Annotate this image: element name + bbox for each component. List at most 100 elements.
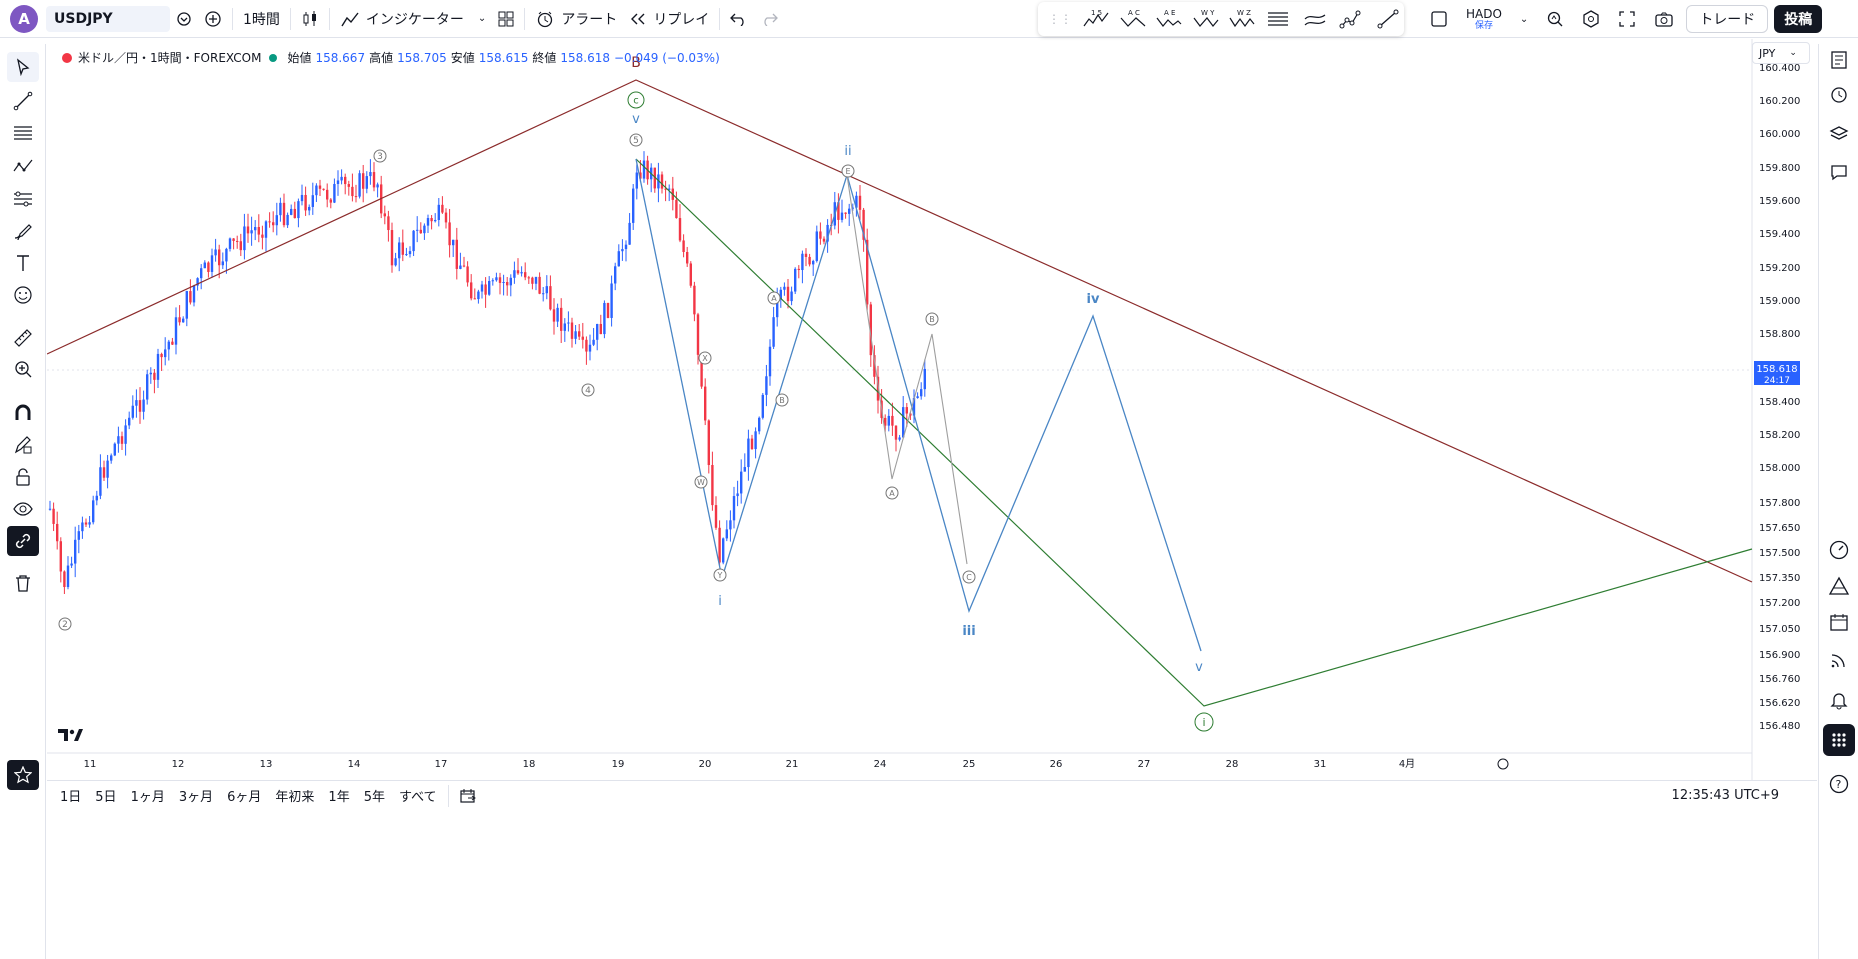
notifications-bell-icon[interactable]: [1823, 684, 1855, 716]
candle-body: [275, 215, 278, 226]
chevron-down-icon[interactable]: ⌄: [1519, 13, 1529, 25]
wave-label-2: 2: [62, 620, 68, 630]
alerts-clock-icon[interactable]: [1823, 78, 1855, 110]
price-axis-ticks: 160.400 160.200 160.000 159.800 159.600 159.4…: [1759, 63, 1800, 732]
emoji-icon[interactable]: [7, 280, 39, 310]
indicators-button[interactable]: インジケーター ⌄: [334, 4, 492, 34]
candle-body: [236, 240, 239, 242]
range-button[interactable]: 年初来: [275, 790, 315, 805]
range-button[interactable]: 5年: [363, 790, 385, 805]
series-legend: 米ドル／円・1時間・FOREXCOM 始値 158.667 高値 158.705 安…: [62, 49, 720, 66]
range-button[interactable]: 1日: [60, 790, 82, 805]
interval-button[interactable]: 1時間: [243, 11, 280, 28]
wave-label-B2-circle: [925, 312, 939, 326]
help-icon[interactable]: ?: [1823, 768, 1855, 800]
range-button[interactable]: 6ヶ月: [227, 790, 262, 805]
calendar-icon[interactable]: [1823, 606, 1855, 638]
link-icon[interactable]: [7, 526, 39, 556]
fullscreen-icon[interactable]: [1612, 4, 1642, 34]
zoom-in-icon[interactable]: [7, 354, 39, 384]
range-button[interactable]: 1年: [328, 790, 350, 805]
last-price-text: 158.618: [1756, 364, 1797, 375]
range-button[interactable]: 1ヶ月: [130, 790, 165, 805]
candle-body: [819, 231, 822, 239]
settings-gear-icon[interactable]: [1576, 4, 1606, 34]
candle-body: [196, 278, 199, 286]
watchlist-icon[interactable]: [1823, 44, 1855, 76]
elliott-double-combo-icon[interactable]: W Y: [1189, 5, 1221, 33]
magnet-icon[interactable]: [7, 398, 39, 428]
broadcast-icon[interactable]: [1823, 644, 1855, 676]
replay-button[interactable]: リプレイ: [623, 4, 715, 34]
brush-icon[interactable]: [7, 216, 39, 246]
trade-button[interactable]: トレード: [1686, 5, 1769, 33]
candle-body: [923, 368, 926, 390]
trash-icon[interactable]: [7, 568, 39, 598]
clock-timezone[interactable]: 12:35:43 UTC+9: [1671, 788, 1779, 803]
trend-line-icon[interactable]: [1372, 5, 1404, 33]
quick-search-icon[interactable]: [1540, 4, 1570, 34]
candle-body: [740, 471, 743, 494]
elliott-triple-combo-icon[interactable]: W Z: [1226, 5, 1258, 33]
range-button[interactable]: すべて: [398, 790, 437, 805]
drag-handle-icon[interactable]: ⋮⋮: [1048, 12, 1072, 26]
triangle-icon[interactable]: [1823, 570, 1855, 602]
svg-text:W Z: W Z: [1237, 9, 1251, 17]
candles-icon[interactable]: [295, 4, 325, 34]
axis-settings-icon[interactable]: [1497, 758, 1509, 770]
candle-body: [250, 230, 253, 234]
eye-icon[interactable]: [7, 494, 39, 524]
range-button[interactable]: 3ヶ月: [178, 790, 214, 805]
go-to-date-icon[interactable]: [453, 781, 483, 811]
cursor-icon[interactable]: [7, 52, 39, 82]
lock-drawing-icon[interactable]: [7, 430, 39, 460]
elliott-correction-icon[interactable]: A C: [1116, 5, 1148, 33]
layers-icon[interactable]: [1823, 118, 1855, 150]
fib-retracement-icon[interactable]: [7, 118, 39, 148]
camera-icon[interactable]: [1648, 4, 1680, 34]
templates-icon[interactable]: [492, 4, 520, 34]
text-tool-icon[interactable]: [7, 248, 39, 278]
countdown-text: 24:17: [1764, 376, 1790, 386]
elliott-impulse-icon[interactable]: 1 5: [1080, 5, 1112, 33]
path-icon[interactable]: [1335, 5, 1367, 33]
candle-body: [531, 277, 534, 284]
currency-selector[interactable]: JPY ⌄: [1752, 42, 1810, 64]
candle-body: [574, 331, 577, 339]
add-symbol-icon[interactable]: [198, 4, 228, 34]
layout-name[interactable]: HADO 保存: [1460, 8, 1508, 31]
candle-body: [110, 455, 113, 461]
symbol-search[interactable]: USDJPY: [46, 5, 170, 32]
apps-grid-icon[interactable]: [1823, 724, 1855, 756]
layout-title: HADO: [1466, 6, 1502, 21]
range-button[interactable]: 5日: [95, 790, 117, 805]
candle-body: [758, 417, 761, 432]
parallel-channel-icon[interactable]: [1299, 5, 1331, 33]
elliott-triangle-icon[interactable]: A E: [1153, 5, 1185, 33]
fullscreen-square-icon[interactable]: [1424, 4, 1454, 34]
speedometer-icon[interactable]: [1823, 534, 1855, 566]
wave-label-B2: B: [929, 315, 935, 324]
lock-icon[interactable]: [7, 462, 39, 492]
trend-line-tool-icon[interactable]: [7, 86, 39, 116]
alert-button[interactable]: アラート: [529, 4, 623, 34]
user-avatar[interactable]: A: [10, 4, 38, 33]
horizontal-lines-icon[interactable]: [1262, 5, 1294, 33]
patterns-icon[interactable]: [7, 150, 39, 180]
candle-body: [66, 565, 70, 588]
wave-label-X: X: [702, 354, 708, 363]
redo-icon[interactable]: [754, 4, 784, 34]
candle-body: [567, 322, 570, 324]
chat-icon[interactable]: [1823, 156, 1855, 188]
candle-body: [304, 194, 307, 211]
ruler-icon[interactable]: [7, 322, 39, 352]
compare-icon[interactable]: [170, 4, 198, 34]
favorites-star-icon[interactable]: [7, 760, 39, 790]
prediction-measure-icon[interactable]: [7, 184, 39, 214]
candle-body: [776, 299, 779, 318]
undo-icon[interactable]: [724, 4, 754, 34]
candle-body: [858, 195, 862, 210]
publish-button[interactable]: 投稿: [1774, 5, 1823, 33]
candle-body: [315, 185, 318, 196]
